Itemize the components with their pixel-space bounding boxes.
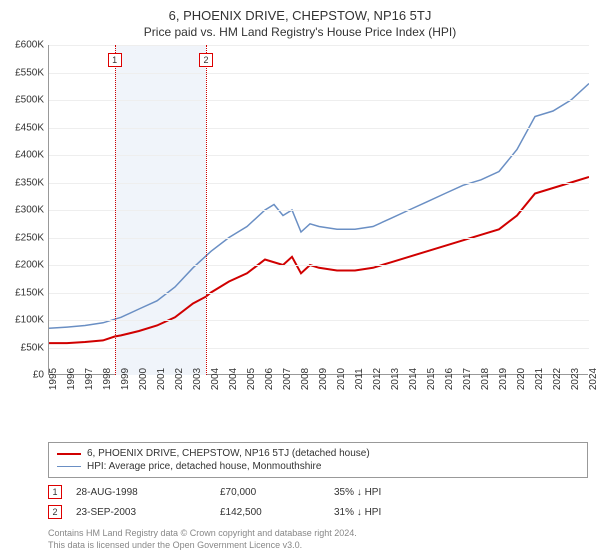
x-axis-label: 2021 (534, 368, 545, 390)
x-axis-label: 2013 (390, 368, 401, 390)
x-axis-label: 2008 (300, 368, 311, 390)
x-axis-label: 2016 (444, 368, 455, 390)
y-axis-label: £400K (15, 150, 44, 161)
x-axis-label: 2003 (192, 368, 203, 390)
gridline (49, 45, 589, 46)
x-axis-label: 2019 (498, 368, 509, 390)
y-axis-label: £500K (15, 95, 44, 106)
x-axis-label: 2017 (462, 368, 473, 390)
transaction-delta: 31% ↓ HPI (334, 507, 588, 518)
y-axis-label: £450K (15, 122, 44, 133)
transaction-marker-icon: 1 (48, 485, 62, 499)
gridline (49, 210, 589, 211)
gridline (49, 183, 589, 184)
transaction-row: 2 23-SEP-2003 £142,500 31% ↓ HPI (48, 502, 588, 522)
transaction-marker-icon: 2 (48, 505, 62, 519)
series-price_paid (49, 177, 589, 343)
x-axis-label: 2007 (282, 368, 293, 390)
x-axis-label: 1997 (84, 368, 95, 390)
y-axis-label: £350K (15, 177, 44, 188)
gridline (49, 238, 589, 239)
x-axis-label: 2012 (372, 368, 383, 390)
transaction-price: £142,500 (220, 507, 320, 518)
y-axis-label: £0 (33, 370, 44, 381)
x-axis-label: 2004 (228, 368, 239, 390)
transaction-row: 1 28-AUG-1998 £70,000 35% ↓ HPI (48, 482, 588, 502)
transaction-delta: 35% ↓ HPI (334, 487, 588, 498)
chart-subtitle: Price paid vs. HM Land Registry's House … (0, 23, 600, 39)
x-axis-label: 2020 (516, 368, 527, 390)
transaction-table: 1 28-AUG-1998 £70,000 35% ↓ HPI 2 23-SEP-2003… (48, 482, 588, 522)
x-axis-label: 2002 (174, 368, 185, 390)
x-axis-label: 2009 (318, 368, 329, 390)
x-axis-label: 2023 (570, 368, 581, 390)
x-axis-label: 1995 (48, 368, 59, 390)
x-axis-label: 1999 (120, 368, 131, 390)
legend-label: 6, PHOENIX DRIVE, CHEPSTOW, NP16 5TJ (de… (87, 448, 370, 459)
chart-title: 6, PHOENIX DRIVE, CHEPSTOW, NP16 5TJ (0, 0, 600, 23)
x-axis-label: 2022 (552, 368, 563, 390)
y-axis-label: £300K (15, 205, 44, 216)
chart-container: 6, PHOENIX DRIVE, CHEPSTOW, NP16 5TJ Pri… (0, 0, 600, 560)
transaction-date: 28-AUG-1998 (76, 487, 206, 498)
legend-item: 6, PHOENIX DRIVE, CHEPSTOW, NP16 5TJ (de… (57, 447, 579, 460)
footer-attribution: Contains HM Land Registry data © Crown c… (48, 528, 588, 551)
x-axis-label: 2005 (246, 368, 257, 390)
footer-line-2: This data is licensed under the Open Gov… (48, 540, 588, 552)
legend: 6, PHOENIX DRIVE, CHEPSTOW, NP16 5TJ (de… (48, 442, 588, 478)
x-axis-label: 2015 (426, 368, 437, 390)
x-axis-label: 2010 (336, 368, 347, 390)
x-axis-label: 2004 (210, 368, 221, 390)
y-axis-label: £600K (15, 40, 44, 51)
gridline (49, 320, 589, 321)
chart-area: 12 £0£50K£100K£150K£200K£250K£300K£350K£… (48, 45, 588, 405)
plot-region: 12 (48, 45, 588, 375)
transaction-price: £70,000 (220, 487, 320, 498)
x-axis-label: 2014 (408, 368, 419, 390)
y-axis-label: £100K (15, 315, 44, 326)
x-axis-label: 2000 (138, 368, 149, 390)
legend-swatch (57, 453, 81, 455)
transaction-marker: 1 (108, 53, 122, 67)
legend-item: HPI: Average price, detached house, Monm… (57, 460, 579, 473)
x-axis-label: 2001 (156, 368, 167, 390)
legend-swatch (57, 466, 81, 467)
x-axis-label: 2024 (588, 368, 599, 390)
x-axis-label: 2011 (354, 368, 365, 390)
x-axis-label: 2006 (264, 368, 275, 390)
gridline (49, 265, 589, 266)
x-axis-label: 1998 (102, 368, 113, 390)
transaction-vline (206, 45, 207, 375)
y-axis-label: £50K (21, 342, 44, 353)
gridline (49, 100, 589, 101)
legend-label: HPI: Average price, detached house, Monm… (87, 461, 321, 472)
x-axis-label: 2018 (480, 368, 491, 390)
gridline (49, 73, 589, 74)
transaction-date: 23-SEP-2003 (76, 507, 206, 518)
gridline (49, 128, 589, 129)
footer-line-1: Contains HM Land Registry data © Crown c… (48, 528, 588, 540)
y-axis-label: £150K (15, 287, 44, 298)
gridline (49, 155, 589, 156)
y-axis-label: £550K (15, 67, 44, 78)
transaction-vline (115, 45, 116, 375)
y-axis-label: £200K (15, 260, 44, 271)
y-axis-label: £250K (15, 232, 44, 243)
transaction-marker: 2 (199, 53, 213, 67)
x-axis-label: 1996 (66, 368, 77, 390)
gridline (49, 293, 589, 294)
gridline (49, 348, 589, 349)
